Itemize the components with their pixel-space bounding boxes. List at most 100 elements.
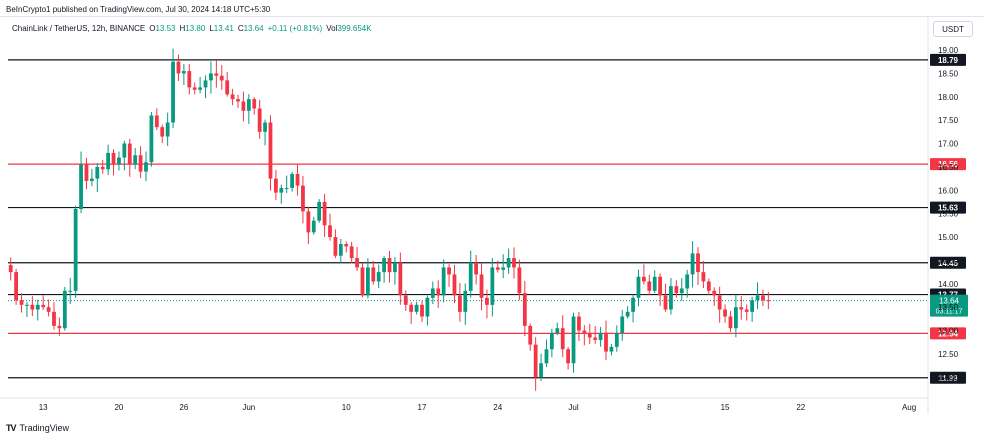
candle-body bbox=[349, 246, 354, 259]
y-tick-label: 12.50 bbox=[938, 350, 959, 359]
candle-body bbox=[41, 304, 46, 308]
candle-body bbox=[117, 157, 121, 165]
candle-body bbox=[284, 187, 289, 189]
high-label: H bbox=[179, 24, 186, 33]
y-tick-label: 12.00 bbox=[938, 373, 959, 382]
x-tick-label: Aug bbox=[902, 403, 916, 412]
candle-body bbox=[95, 166, 100, 179]
candle-body bbox=[593, 337, 598, 340]
level-badge bbox=[930, 158, 966, 171]
candle-body bbox=[149, 115, 154, 163]
plot-area bbox=[0, 16, 929, 414]
change-value: +0.11 (+0.81%) bbox=[267, 24, 323, 33]
candle-body bbox=[306, 211, 311, 233]
candle-body bbox=[25, 304, 29, 306]
candle-body bbox=[409, 304, 414, 312]
candle-body bbox=[474, 262, 479, 275]
y-tick-label: 17.50 bbox=[938, 116, 959, 125]
level-label: 12.94 bbox=[938, 329, 959, 338]
candle-body bbox=[371, 267, 376, 282]
candle-body bbox=[733, 307, 738, 329]
tradingview-logo-icon: TV bbox=[6, 423, 16, 433]
candle-body bbox=[100, 166, 105, 170]
candle-body bbox=[181, 71, 186, 74]
level-label: 16.56 bbox=[938, 160, 959, 169]
low-value: 13.41 bbox=[213, 24, 234, 33]
candle-body bbox=[382, 258, 387, 273]
candle-body bbox=[355, 258, 359, 268]
candle-body bbox=[447, 267, 451, 275]
currency-button[interactable]: USDT bbox=[933, 21, 973, 37]
candle-body bbox=[712, 290, 717, 296]
candle-body bbox=[468, 262, 473, 291]
candle-body bbox=[679, 288, 684, 294]
candle-body bbox=[290, 173, 295, 188]
candle-body bbox=[641, 276, 646, 282]
candle-body bbox=[127, 143, 132, 165]
y-tick-label: 16.00 bbox=[938, 186, 959, 195]
candle-body bbox=[203, 80, 208, 88]
candle-body bbox=[360, 267, 365, 296]
candle-body bbox=[14, 272, 19, 301]
current-price-badge bbox=[930, 294, 968, 317]
candle-body bbox=[84, 164, 89, 181]
candle-body bbox=[685, 274, 690, 289]
candle-body bbox=[338, 244, 343, 256]
candle-body bbox=[89, 178, 94, 181]
open-label: O bbox=[149, 24, 156, 33]
countdown-label: 03:11:17 bbox=[936, 309, 963, 316]
candle-body bbox=[246, 99, 251, 111]
candle-body bbox=[236, 99, 240, 102]
y-tick-label: 16.50 bbox=[938, 163, 959, 172]
candle-body bbox=[609, 346, 614, 352]
candle-body bbox=[122, 143, 127, 158]
candle-body bbox=[528, 325, 533, 345]
candle-body bbox=[192, 87, 197, 90]
y-tick-label: 13.00 bbox=[938, 327, 959, 336]
candle-body bbox=[62, 290, 67, 329]
candle-body bbox=[452, 274, 457, 296]
candle-body bbox=[728, 316, 733, 329]
level-badge bbox=[930, 201, 966, 214]
candle-body bbox=[706, 281, 711, 291]
candle-body bbox=[295, 173, 300, 186]
candle-body bbox=[387, 258, 392, 273]
candle-body bbox=[625, 311, 630, 317]
candle-body bbox=[154, 115, 159, 128]
x-tick-label: 24 bbox=[493, 403, 502, 412]
candle-body bbox=[566, 349, 571, 364]
candle-body bbox=[614, 332, 619, 347]
candle-body bbox=[441, 267, 446, 296]
candle-body bbox=[365, 267, 370, 296]
candle-body bbox=[333, 237, 338, 256]
candle-body bbox=[512, 258, 516, 268]
volume-value: 399.654K bbox=[337, 24, 372, 33]
candle-body bbox=[463, 290, 468, 312]
x-tick-label: 10 bbox=[342, 403, 351, 412]
x-tick-label: 22 bbox=[796, 403, 805, 412]
candle-body bbox=[485, 297, 489, 305]
candle-body bbox=[268, 122, 273, 179]
candle-body bbox=[311, 220, 316, 233]
chart-frame[interactable] bbox=[0, 16, 984, 415]
candle-body bbox=[46, 307, 51, 312]
candle-body bbox=[68, 290, 73, 292]
candle-body bbox=[257, 108, 262, 132]
level-label: 11.99 bbox=[938, 374, 958, 383]
x-tick-label: 20 bbox=[114, 403, 123, 412]
candle-body bbox=[79, 164, 83, 209]
open-value: 13.53 bbox=[155, 24, 176, 33]
candle-body bbox=[517, 267, 522, 294]
brand-label: TradingView bbox=[19, 423, 70, 433]
x-tick-label: Jul bbox=[568, 403, 578, 412]
time-axis: 13 20 26 Jun 10 17 24 Jul 8 15 22 Aug bbox=[39, 403, 916, 412]
candle-body bbox=[73, 208, 78, 291]
candle-body bbox=[696, 253, 700, 273]
candle-body bbox=[674, 286, 679, 294]
candle-body bbox=[582, 330, 587, 333]
candle-body bbox=[755, 295, 760, 301]
candle-body bbox=[209, 73, 213, 81]
candle-body bbox=[133, 155, 138, 165]
candle-body bbox=[263, 122, 267, 132]
